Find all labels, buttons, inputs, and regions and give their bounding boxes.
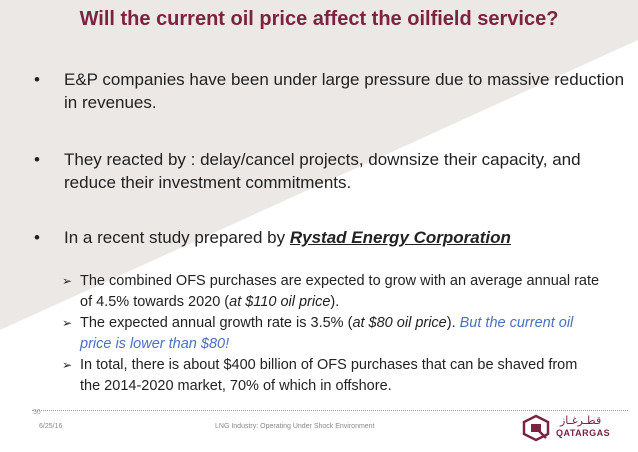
arrow-bullet-icon: ➢ bbox=[62, 316, 73, 330]
footer-date: 6/25/16 bbox=[39, 423, 63, 430]
bullet-dot-icon: • bbox=[34, 150, 40, 169]
slide-title: Will the current oil price affect the oi… bbox=[79, 8, 559, 30]
bullet-item-2: • They reacted by : delay/cancel project… bbox=[34, 148, 626, 194]
bullet-text: They reacted by : delay/cancel projects,… bbox=[64, 150, 581, 192]
sub-bullet-1: ➢ The combined OFS purchases are expecte… bbox=[62, 273, 600, 310]
bullet-dot-icon: • bbox=[34, 228, 40, 247]
bullet-item-1: • E&P companies have been under large pr… bbox=[34, 68, 626, 114]
logo-arabic-text: قطـرغـاز bbox=[560, 415, 602, 427]
study-intro: In a recent study prepared by bbox=[64, 228, 290, 247]
slide-number: 36 bbox=[33, 409, 41, 416]
logo-mark-icon bbox=[522, 414, 550, 442]
bullet-text: E&P companies have been under large pres… bbox=[64, 70, 625, 112]
sub-bullet-3: ➢ In total, there is about $400 billion … bbox=[62, 357, 578, 394]
bullet-dot-icon: • bbox=[34, 70, 40, 89]
arrow-bullet-icon: ➢ bbox=[62, 358, 73, 372]
highlight-text: But the current oil price is lower than … bbox=[80, 315, 574, 352]
footer-title: LNG Industry: Operating Under Shock Envi… bbox=[215, 423, 375, 430]
source-link[interactable]: Rystad Energy Corporation bbox=[289, 228, 511, 247]
footer-divider bbox=[32, 410, 628, 411]
bullet-item-3: • In a recent study prepared by Rystad E… bbox=[34, 226, 626, 249]
sub-bullet-2: ➢ The expected annual growth rate is 3.5… bbox=[62, 315, 574, 352]
company-logo: قطـرغـاز QATARGAS bbox=[522, 414, 632, 444]
logo-text: QATARGAS bbox=[556, 428, 611, 438]
arrow-bullet-icon: ➢ bbox=[62, 274, 73, 288]
